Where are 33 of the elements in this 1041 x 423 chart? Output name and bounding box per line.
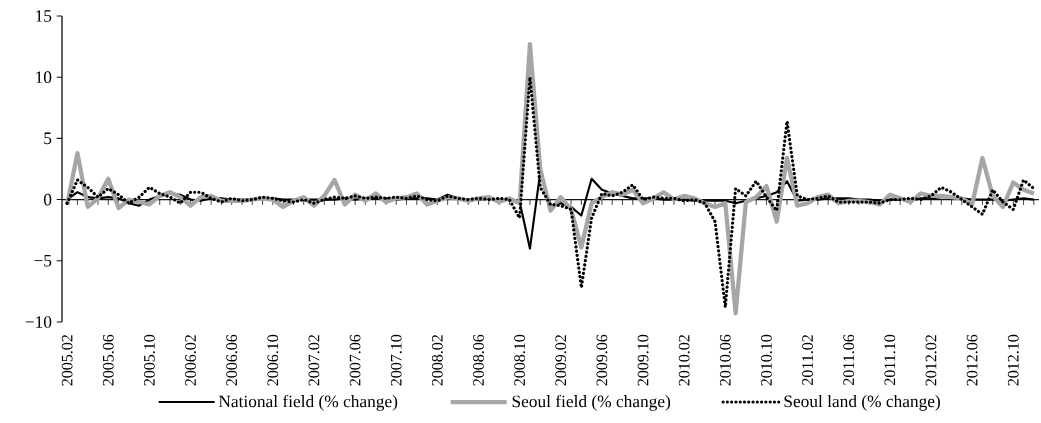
x-tick-label: 2009.06 [596,334,608,386]
x-tick-label: 2008.10 [514,334,526,386]
x-tick-label: 2007.02 [308,335,320,386]
x-tick-label: 2009.02 [555,335,567,386]
legend-label: Seoul land (% change) [784,395,940,411]
x-tick-label: 2005.02 [61,335,73,386]
x-tick-label: 2010.10 [761,334,772,386]
x-tick-label: 2009.10 [637,334,649,386]
y-tick-label: −5 [34,255,52,267]
y-tick-label: −10 [25,316,52,328]
y-tick-label: 5 [44,132,52,145]
legend-label: Seoul field (% change) [512,394,671,411]
x-tick-label: 2011.02 [802,335,814,385]
legend-label: National field (% change) [218,394,398,411]
x-tick-label: 2010.06 [719,334,731,386]
x-tick-label: 2012.02 [925,335,937,386]
x-tick-label: 2008.06 [473,334,484,386]
x-tick-label: 2008.02 [431,335,443,386]
x-tick-label: 2012.06 [966,334,978,386]
x-tick-label: 2011.10 [884,334,896,385]
x-tick-label: 2007.10 [390,334,402,386]
y-tick-label: 0 [43,193,52,206]
x-tick-label: 2005.10 [143,334,155,386]
x-tick-label: 2012.10 [1007,334,1019,386]
x-tick-label: 2006.02 [185,335,196,386]
x-tick-label: 2007.06 [349,334,361,386]
x-tick-label: 2005.06 [102,334,114,386]
x-tick-label: 2006.10 [267,334,279,386]
y-tick-label: 15 [36,10,52,22]
x-tick-label: 2011.06 [843,334,855,385]
x-tick-label: 2006.06 [226,334,238,386]
x-tick-label: 2010.02 [678,335,690,386]
y-tick-label: 10 [36,71,52,84]
